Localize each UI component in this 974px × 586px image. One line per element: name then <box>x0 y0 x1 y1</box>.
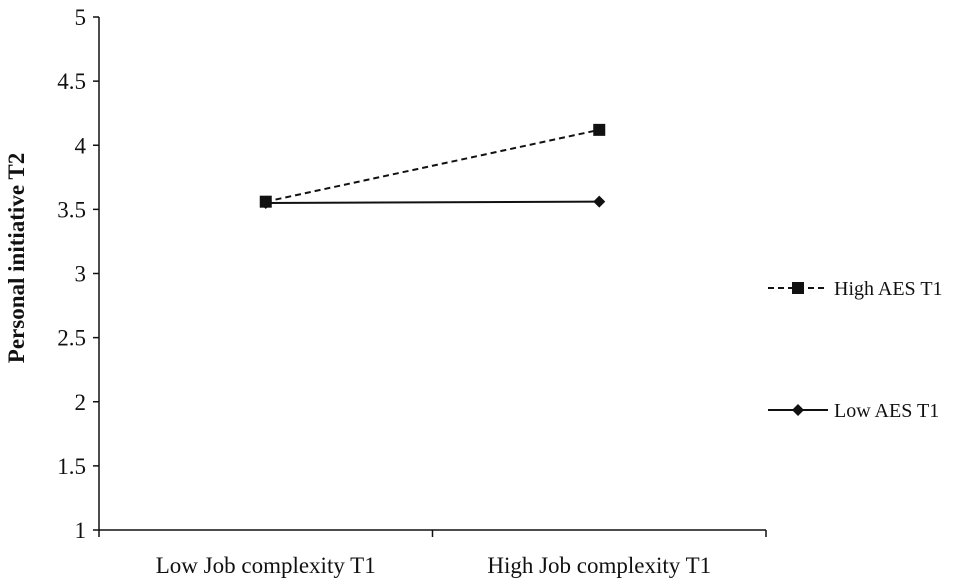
y-tick-label: 4 <box>75 133 87 158</box>
legend-marker-diamond <box>792 404 804 416</box>
data-point-square <box>593 123 606 136</box>
legend-label: High AES T1 <box>834 278 943 300</box>
y-tick-label: 2 <box>75 390 87 415</box>
series-line <box>265 128 600 203</box>
legend-item: Low AES T1 <box>768 400 939 422</box>
data-point-diamond <box>593 195 606 208</box>
y-tick-label: 1 <box>75 518 87 543</box>
x-tick-label: High Job complexity T1 <box>487 553 711 578</box>
y-tick-label: 5 <box>75 5 87 30</box>
y-axis-title: Personal initiative T2 <box>4 153 29 363</box>
legend-item: High AES T1 <box>768 278 943 300</box>
x-axis: Low Job complexity T1 High Job complexity… <box>98 529 767 578</box>
y-tick-label: 4.5 <box>57 69 86 94</box>
legend: High AES T1 Low AES T1 <box>768 278 943 422</box>
data-point-diamond <box>259 196 272 209</box>
x-tick-label: Low Job complexity T1 <box>156 553 376 578</box>
y-tick-label: 2.5 <box>57 326 86 351</box>
y-tick-label: 3.5 <box>57 197 86 222</box>
series-high-aes-t1 <box>259 123 606 208</box>
series-line <box>265 200 600 204</box>
y-tick-label: 3 <box>75 262 87 287</box>
y-tick-label: 1.5 <box>57 454 86 479</box>
series-low-aes-t1 <box>259 195 606 209</box>
legend-label: Low AES T1 <box>834 400 939 422</box>
legend-marker-square <box>792 282 804 294</box>
series-layer <box>259 123 606 209</box>
y-axis: 1 1.5 2 2.5 3 3.5 4 4.5 5 <box>57 5 100 543</box>
